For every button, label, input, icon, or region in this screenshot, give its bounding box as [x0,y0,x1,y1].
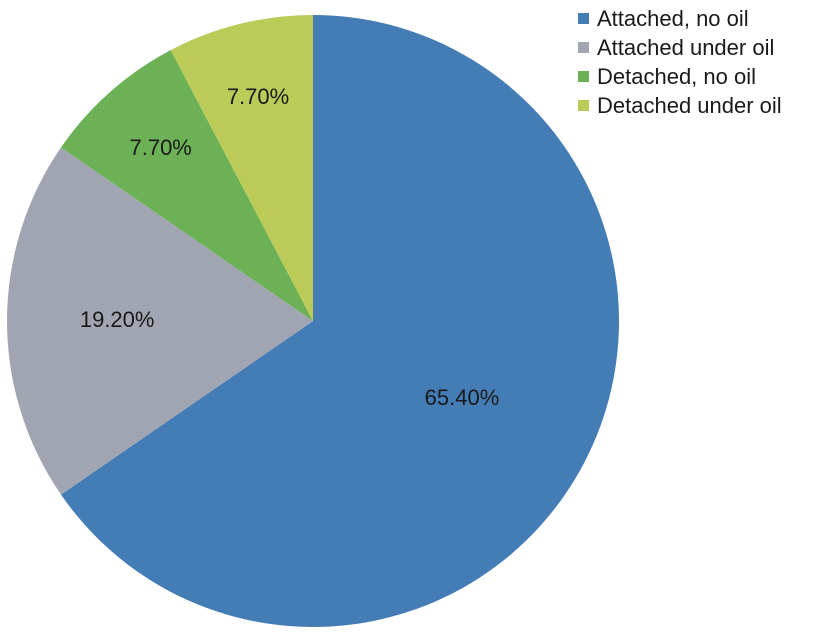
legend-item-detached-under-oil: Detached under oil [578,91,782,120]
legend-swatch-attached-under-oil [578,42,589,53]
slice-label-detached-under-oil: 7.70% [227,84,289,109]
pie-slice-attached-no-oil [60,15,619,627]
legend-label-attached-no-oil: Attached, no oil [597,5,749,31]
legend-label-attached-under-oil: Attached under oil [597,34,775,60]
pie-slice-attached-under-oil [7,147,314,495]
legend-label-detached-under-oil: Detached under oil [597,92,782,118]
legend: Attached, no oil Attached under oil Detach… [578,4,782,120]
legend-swatch-detached-under-oil [578,100,589,111]
legend-label-detached-no-oil: Detached, no oil [597,63,756,89]
legend-item-attached-under-oil: Attached under oil [578,33,782,62]
legend-swatch-detached-no-oil [578,71,589,82]
slice-label-detached-no-oil: 7.70% [129,135,191,160]
pie-slice-detached-under-oil [170,15,313,321]
slice-label-attached-no-oil: 65.40% [425,385,500,410]
legend-item-attached-no-oil: Attached, no oil [578,4,782,33]
legend-item-detached-no-oil: Detached, no oil [578,62,782,91]
pie-slice-detached-no-oil [60,50,313,322]
legend-swatch-attached-no-oil [578,13,589,24]
slice-label-attached-under-oil: 19.20% [80,307,155,332]
